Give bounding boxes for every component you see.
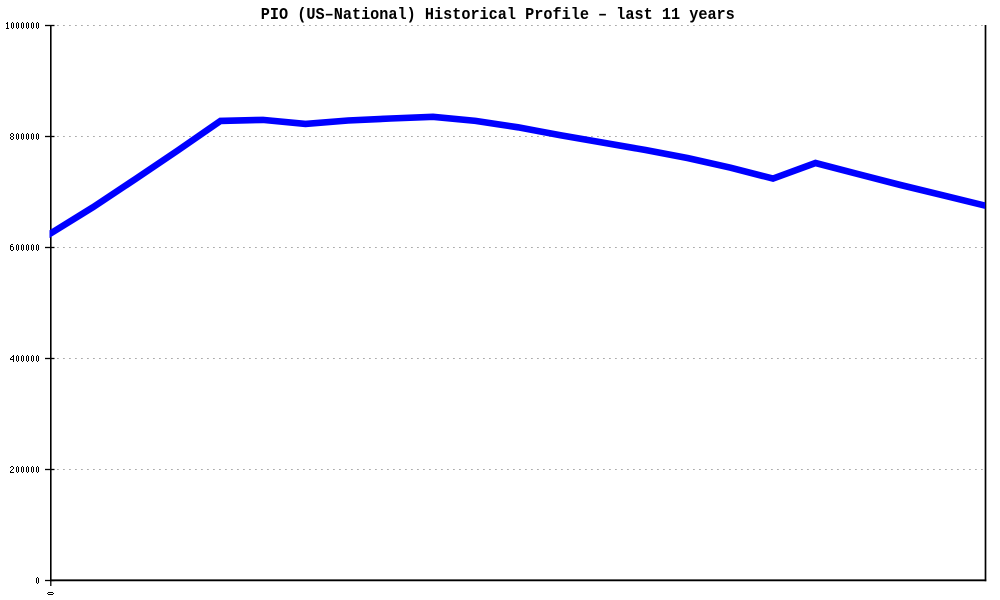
svg-text:PIO (US–National) Historical P: PIO (US–National) Historical Profile – l… (261, 6, 735, 25)
